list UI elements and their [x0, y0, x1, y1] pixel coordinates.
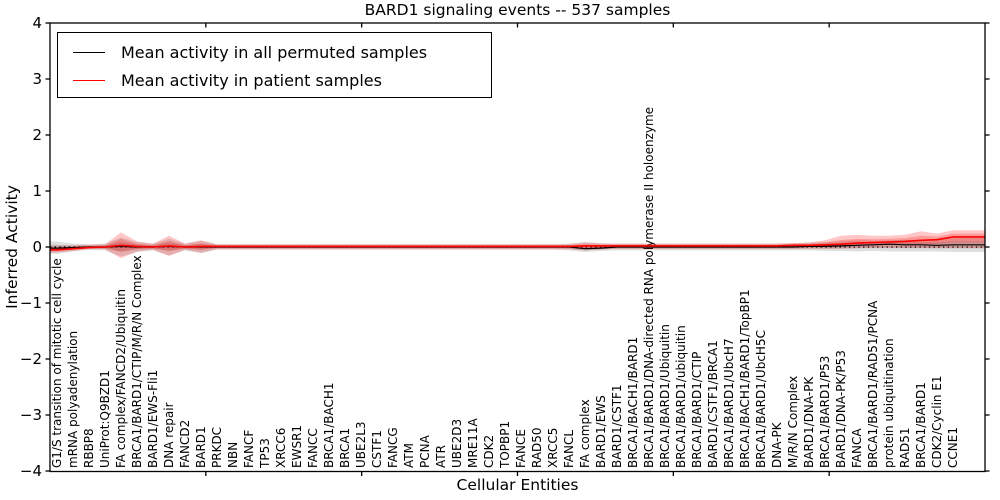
x-category-label: BRCA1/BARD1/UbcH5C — [754, 330, 768, 468]
x-category-label: FANCG — [386, 427, 400, 468]
legend-item-permuted: Mean activity in all permuted samples — [58, 38, 491, 66]
x-category-label: ATM — [402, 443, 416, 468]
legend-item-patient: Mean activity in patient samples — [58, 66, 491, 94]
y-tick-label: −4 — [20, 462, 42, 480]
y-tick-label: 0 — [32, 238, 42, 256]
x-category-label: BARD1/EWS-Fli1 — [146, 370, 160, 468]
series-band-outer — [50, 230, 985, 259]
y-tick-label: 4 — [32, 14, 42, 32]
x-category-label: EWSR1 — [290, 425, 304, 468]
x-category-label: CCNE1 — [946, 427, 960, 468]
x-category-label: XRCC6 — [274, 428, 288, 468]
x-category-label: TOPBP1 — [498, 421, 512, 469]
x-category-label: G1/S transition of mitotic cell cycle — [50, 258, 64, 468]
x-category-label: FA complex/FANCD2/Ubiquitin — [114, 289, 128, 468]
legend-item-label: Mean activity in patient samples — [121, 70, 382, 90]
x-category-label: BRCA1/BARD1/Ubiquitin — [658, 324, 672, 468]
x-category-label: BARD1/DNA-PK/P53 — [834, 350, 848, 468]
x-category-label: RAD50 — [530, 427, 544, 468]
x-category-label: FANCD2 — [178, 420, 192, 468]
x-category-label: BRCA1/BACH1 — [322, 382, 336, 468]
x-category-label: BRCA1/BARD1/UbcH7 — [722, 338, 736, 468]
x-category-label: CDK2 — [482, 435, 496, 468]
y-tick-label: −3 — [20, 406, 42, 424]
y-tick-label: 1 — [32, 182, 42, 200]
x-category-label: BRCA1/BARD1/CTIP — [690, 352, 704, 468]
x-category-label: BARD1 — [194, 426, 208, 468]
x-category-label: BRCA1/BARD1 — [914, 382, 928, 468]
y-axis-label: Inferred Activity — [3, 185, 21, 309]
legend-line-permuted — [73, 51, 105, 53]
x-category-label: NBN — [226, 442, 240, 468]
x-category-label: FA complex — [578, 399, 592, 468]
x-category-label: BARD1/EWS — [594, 395, 608, 468]
x-category-label: BARD1/CSTF1/BRCA1 — [706, 340, 720, 468]
x-category-label: BRCA1 — [338, 428, 352, 468]
x-category-label: XRCC5 — [546, 428, 560, 468]
x-category-label: M/R/N Complex — [786, 376, 800, 468]
x-category-label: mRNA polyadenylation — [66, 331, 80, 468]
x-category-label: FANCA — [850, 428, 864, 468]
x-category-label: BARD1/DNA-PK — [802, 376, 816, 468]
legend-line-patient — [73, 79, 105, 81]
x-category-label: CSTF1 — [370, 430, 384, 468]
y-tick-label: −1 — [20, 294, 42, 312]
x-category-label: PCNA — [418, 434, 432, 468]
patient-mean-line — [50, 236, 985, 251]
legend: Mean activity in all permuted samples Me… — [57, 32, 492, 98]
x-category-label: ATR — [434, 445, 448, 468]
x-category-label: UniProt:Q9BZD1 — [98, 370, 112, 468]
x-category-label: DNA-PK — [770, 421, 784, 468]
x-category-label: TP53 — [258, 438, 272, 469]
x-category-label: UBE2D3 — [450, 419, 464, 468]
y-tick-label: 3 — [32, 70, 42, 88]
chart-title: BARD1 signaling events -- 537 samples — [364, 1, 671, 19]
x-category-label: protein ubiquitination — [882, 338, 896, 468]
y-tick-label: −2 — [20, 350, 42, 368]
x-category-label: BRCA1/BARD1/ubiquitin — [674, 325, 688, 468]
x-category-label: RBBP8 — [82, 428, 96, 468]
x-category-label: BRCA1/BARD1/DNA-directed RNA polymerase … — [642, 107, 656, 468]
x-category-label: BRCA1/BARD1/CTIP/M/R/N Complex — [130, 255, 144, 468]
x-category-label: FANCL — [562, 430, 576, 468]
x-category-label: FANCE — [514, 429, 528, 468]
x-category-label: BRCA1/BACH1/BARD1 — [626, 337, 640, 468]
x-category-label: MRE11A — [466, 417, 480, 468]
x-category-label: BARD1/CSTF1 — [610, 384, 624, 468]
x-category-label: CDK2/Cyclin E1 — [930, 375, 944, 468]
x-category-label: FANCC — [306, 428, 320, 468]
x-category-label: BRCA1/BACH1/BARD1/TopBP1 — [738, 289, 752, 468]
x-category-label: PRKDC — [210, 427, 224, 468]
x-category-label: DNA repair — [162, 402, 176, 468]
x-category-label: BRCA1/BARD1/RAD51/PCNA — [866, 300, 880, 468]
x-category-label: UBE2L3 — [354, 421, 368, 468]
legend-item-label: Mean activity in all permuted samples — [121, 42, 428, 62]
y-tick-label: 2 — [32, 126, 42, 144]
x-category-label: RAD51 — [898, 427, 912, 468]
x-axis-label: Cellular Entities — [456, 476, 579, 494]
x-category-label: FANCF — [242, 430, 256, 468]
x-category-label: BRCA1/BARD1/P53 — [818, 356, 832, 468]
